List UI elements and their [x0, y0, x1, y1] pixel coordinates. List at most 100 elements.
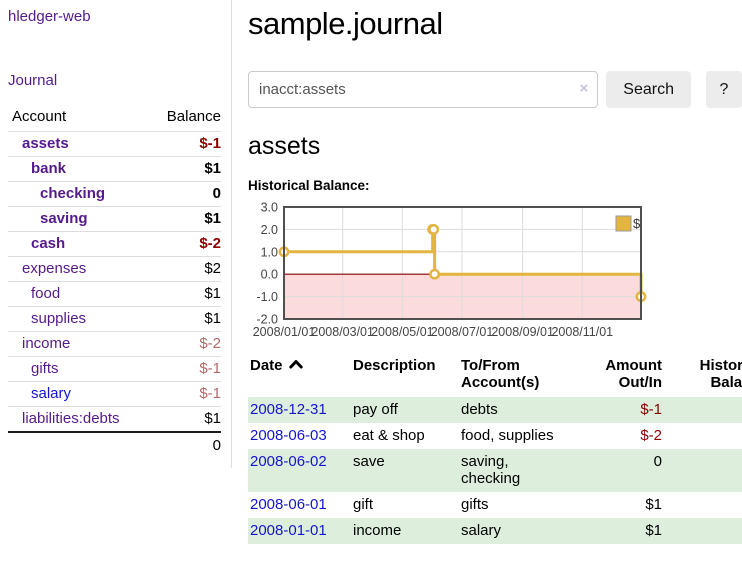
account-row: liabilities:debts $1: [8, 406, 221, 432]
sidebar-account-link[interactable]: food: [31, 285, 61, 302]
sidebar-account-link[interactable]: expenses: [22, 260, 87, 277]
register-amount-cell: $-1: [565, 397, 666, 423]
register-accounts-cell: food, supplies: [461, 427, 554, 444]
account-balance: $2: [147, 256, 221, 282]
register-col-historical-balance: Historical Balance: [699, 357, 742, 391]
clear-search-icon[interactable]: ×: [579, 80, 589, 97]
sidebar-account-link[interactable]: supplies: [31, 310, 87, 327]
legend-swatch: [615, 215, 632, 232]
search-button[interactable]: Search: [606, 71, 691, 108]
account-total-value: 0: [8, 431, 221, 458]
register-accounts-cell: saving, checking: [459, 449, 565, 492]
register-table: Date Description To/From Account(s) Amount …: [248, 355, 742, 544]
x-tick-label: 2008/11/01: [551, 325, 613, 339]
register-col-date[interactable]: Date: [248, 355, 351, 397]
x-tick-label: 2008/05/01: [371, 325, 434, 339]
chart-border: [283, 206, 642, 320]
account-total-row: 0: [8, 431, 221, 458]
search-box: ×: [248, 71, 599, 108]
sidebar-account-link[interactable]: bank: [31, 160, 67, 177]
register-header-row: Date Description To/From Account(s) Amount …: [248, 355, 742, 397]
register-row: 2008-06-01 gift gifts $1$2: [248, 492, 742, 518]
register-description-cell: pay off: [351, 397, 459, 423]
register-date-cell: 2008-06-02: [248, 449, 351, 492]
sidebar-account-link[interactable]: income: [22, 335, 71, 352]
nav-journal-link[interactable]: Journal: [8, 72, 58, 89]
transaction-date-link[interactable]: 2008-06-02: [250, 453, 327, 470]
sidebar-account-link[interactable]: saving: [40, 210, 88, 227]
account-table-body: assets $-1 bank $1 checking 0 saving $1 cash $-2 e…: [8, 131, 221, 432]
account-balance: $-1: [147, 356, 221, 382]
chart-label: Historical Balance:: [248, 178, 370, 193]
register-amount-cell: $1: [645, 496, 662, 513]
register-date-cell: 2008-06-01: [248, 492, 351, 518]
account-balance: $-2: [147, 331, 221, 357]
main-content: sample.journal × Search ? assets Histori…: [248, 0, 742, 544]
account-balance: $1: [147, 206, 221, 232]
transaction-date-link[interactable]: 2008-12-31: [250, 401, 327, 418]
register-amount-cell: $1: [565, 518, 666, 544]
register-accounts-cell: debts: [459, 397, 565, 423]
account-row: salary $-1: [8, 381, 221, 407]
account-column-header: Account: [12, 108, 67, 125]
transaction-date-link[interactable]: 2008-06-03: [250, 427, 327, 444]
account-balance: $1: [147, 156, 221, 182]
register-accounts-cell: salary: [459, 518, 565, 544]
register-description-cell: eat & shop: [353, 427, 425, 444]
help-button[interactable]: ?: [706, 71, 742, 108]
page-title: sample.journal: [248, 6, 443, 41]
sidebar-account-link[interactable]: gifts: [31, 360, 59, 377]
register-balance-cell: $-1: [666, 397, 742, 423]
search-row: × Search ?: [248, 71, 742, 108]
search-input[interactable]: [248, 71, 599, 108]
y-tick-label: 0.0: [261, 268, 278, 282]
sort-asc-icon: [288, 360, 303, 369]
register-amount-cell: 0: [565, 449, 666, 492]
y-tick-label: 1.0: [261, 245, 278, 259]
account-row: saving $1: [8, 206, 221, 232]
register-balance-cell: $2: [666, 492, 742, 518]
transaction-date-link[interactable]: 2008-01-01: [250, 522, 327, 539]
data-point-marker: [428, 223, 440, 235]
y-tick-label: -1.0: [256, 290, 278, 304]
register-balance-cell: $1: [666, 518, 742, 544]
account-balance: $1: [147, 281, 221, 307]
x-tick-label: 2008/01/01: [253, 325, 316, 339]
account-row: supplies $1: [8, 306, 221, 332]
account-heading: assets: [248, 132, 321, 160]
account-balance: $-2: [147, 231, 221, 257]
y-tick-label: -2.0: [256, 313, 278, 327]
register-description-cell: gift: [353, 496, 374, 513]
y-tick-label: 3.0: [261, 201, 278, 215]
account-balance-table: Account Balance assets $-1 bank $1 checking 0…: [8, 106, 221, 458]
register-description-cell: income: [351, 518, 459, 544]
app-brand-link[interactable]: hledger-web: [8, 8, 91, 25]
account-row: expenses $2: [8, 256, 221, 282]
account-balance: $-1: [147, 131, 221, 157]
register-accounts-cell: gifts: [461, 496, 489, 513]
transaction-date-link[interactable]: 2008-06-01: [250, 496, 327, 513]
register-balance-cell: 0: [666, 423, 742, 449]
legend-label: $: [633, 216, 641, 231]
x-tick-label: 2008/03/01: [311, 325, 374, 339]
account-balance: 0: [147, 181, 221, 207]
register-description-cell: save: [351, 449, 459, 492]
register-row: 2008-06-03 eat & shop food, supplies $-20: [248, 423, 742, 449]
sidebar-account-link[interactable]: assets: [22, 135, 69, 152]
account-row: cash $-2: [8, 231, 221, 257]
sidebar: hledger-web Journal Account Balance asse…: [0, 0, 232, 468]
sidebar-account-link[interactable]: cash: [31, 235, 66, 252]
account-row: checking 0: [8, 181, 221, 207]
account-table-header: Account Balance: [8, 106, 221, 132]
register-amount-cell: $-2: [640, 427, 662, 444]
sidebar-account-link[interactable]: salary: [31, 385, 72, 402]
register-col-to-from-account-s-: To/From Account(s): [461, 357, 540, 391]
sidebar-account-link[interactable]: liabilities:debts: [22, 410, 120, 427]
data-point-marker: [429, 268, 441, 280]
sidebar-account-link[interactable]: checking: [40, 185, 106, 202]
account-row: bank $1: [8, 156, 221, 182]
